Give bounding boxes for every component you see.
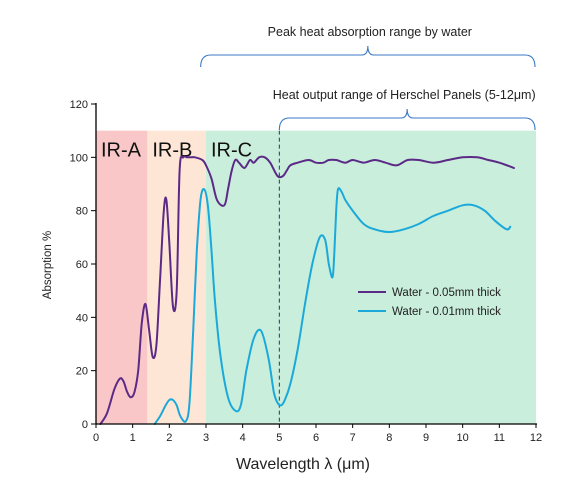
y-tick-label: 0 xyxy=(82,419,88,431)
band-label-ir-b: IR-B xyxy=(152,140,192,162)
band-ir-a xyxy=(96,130,148,424)
y-ticks: 0 20 40 60 80 100 120 xyxy=(70,99,96,431)
range-annotations: Peak heat absorption range by water Heat … xyxy=(200,25,536,131)
x-tick-label: 1 xyxy=(130,432,136,444)
y-tick-label: 20 xyxy=(76,366,88,378)
x-tick-label: 7 xyxy=(350,432,356,444)
band-label-ir-c: IR-C xyxy=(211,140,252,162)
x-tick-label: 9 xyxy=(423,432,429,444)
x-ticks: 0 1 2 3 4 5 6 7 8 9 10 11 12 xyxy=(93,424,542,444)
y-tick-label: 60 xyxy=(76,259,88,271)
annotation-bracket xyxy=(278,108,536,131)
x-tick-label: 5 xyxy=(276,432,282,444)
legend-label: Water - 0.05mm thick xyxy=(392,287,501,299)
annotation-bracket xyxy=(200,45,536,68)
band-labels: IR-A IR-B IR-C xyxy=(101,140,252,162)
y-tick-label: 120 xyxy=(70,99,88,111)
x-tick-label: 10 xyxy=(457,432,469,444)
x-tick-label: 0 xyxy=(93,432,99,444)
legend: Water - 0.05mm thick Water - 0.01mm thick xyxy=(358,287,501,318)
x-tick-label: 2 xyxy=(166,432,172,444)
x-tick-label: 6 xyxy=(313,432,319,444)
y-tick-label: 80 xyxy=(76,206,88,218)
x-tick-label: 11 xyxy=(494,432,505,444)
band-label-ir-a: IR-A xyxy=(101,140,142,162)
x-tick-label: 3 xyxy=(203,432,209,444)
x-tick-label: 4 xyxy=(240,432,246,444)
legend-label: Water - 0.01mm thick xyxy=(392,306,501,318)
y-tick-label: 40 xyxy=(76,312,88,324)
x-axis-label: Wavelength λ (μm) xyxy=(236,456,370,473)
y-tick-label: 100 xyxy=(70,152,88,164)
x-tick-label: 8 xyxy=(386,432,392,444)
y-axis-label: Absorption % xyxy=(42,231,54,299)
series-line-0-01mm xyxy=(153,187,512,425)
series-lines xyxy=(99,155,515,425)
wavelength-bands xyxy=(96,130,536,424)
annotation-label: Heat output range of Herschel Panels (5-… xyxy=(273,88,536,102)
band-ir-c xyxy=(206,130,536,424)
series-line-0-05mm xyxy=(99,155,515,425)
annotation-label: Peak heat absorption range by water xyxy=(268,25,472,39)
x-tick-label: 12 xyxy=(530,432,542,444)
